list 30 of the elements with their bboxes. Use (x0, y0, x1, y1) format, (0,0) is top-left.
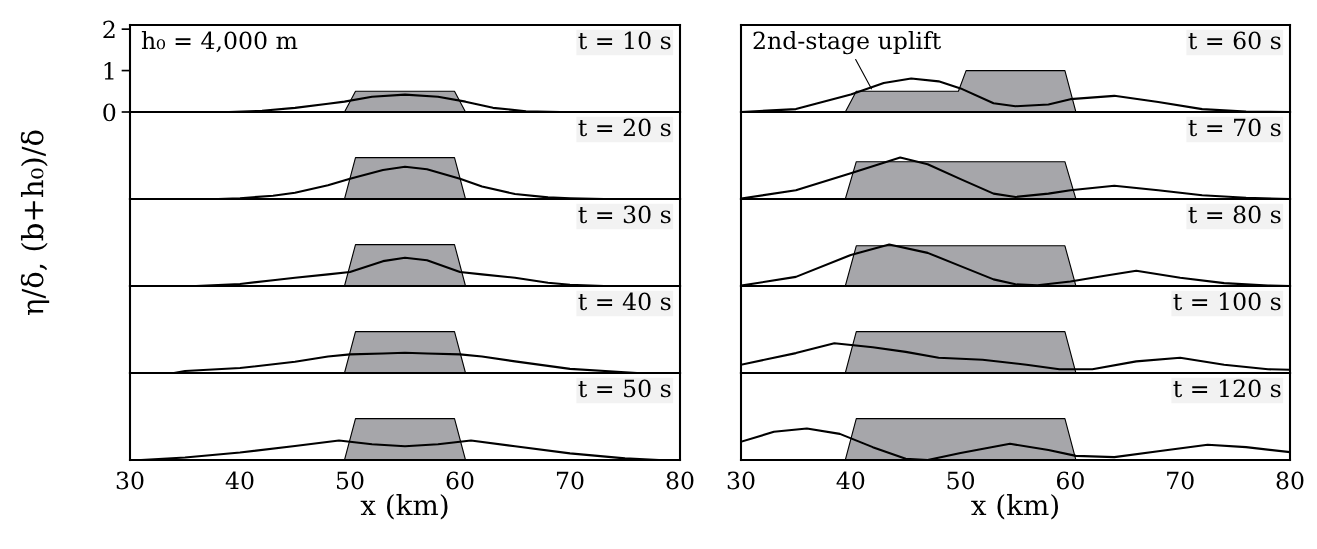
x-tick-label: 40 (836, 471, 865, 490)
x-tick-label: 50 (336, 471, 364, 490)
text: t = 80 s (1188, 205, 1281, 224)
text: t = 70 s (1188, 118, 1281, 137)
x-tick-label: 50 (947, 471, 975, 490)
text: t = 20 s (578, 118, 671, 137)
annotation: h₀ = 4,000 m (141, 31, 298, 53)
x-tick-label: 60 (446, 471, 474, 490)
x-tick-label: 30 (727, 471, 755, 490)
x-axis-title: x (km) (360, 493, 448, 520)
x-tick-label: 70 (1167, 471, 1194, 490)
x-tick-label: 60 (1056, 471, 1084, 490)
y-tick-label: 1 (104, 62, 114, 80)
x-axis-title: x (km) (971, 493, 1058, 520)
y-axis-title: η/δ, (b+h₀)/δ (20, 130, 50, 316)
text: t = 60 s (1188, 31, 1281, 50)
annotation: t = 10 s (578, 31, 671, 50)
text: t = 50 s (578, 379, 671, 398)
text: t = 30 s (578, 205, 671, 224)
text: t = 40 s (578, 292, 671, 311)
x-tick-label: 80 (666, 471, 694, 490)
y-tick-label: 0 (103, 103, 116, 122)
text: t = 120 s (1173, 379, 1281, 398)
y-tick-label: 2 (103, 20, 115, 39)
text: t = 100 s (1173, 292, 1281, 311)
x-tick-label: 70 (556, 471, 584, 490)
x-tick-label: 80 (1276, 471, 1304, 490)
x-tick-label: 30 (116, 471, 144, 490)
x-tick-label: 40 (225, 471, 254, 490)
annotation: 2nd-stage uplift (753, 31, 942, 55)
